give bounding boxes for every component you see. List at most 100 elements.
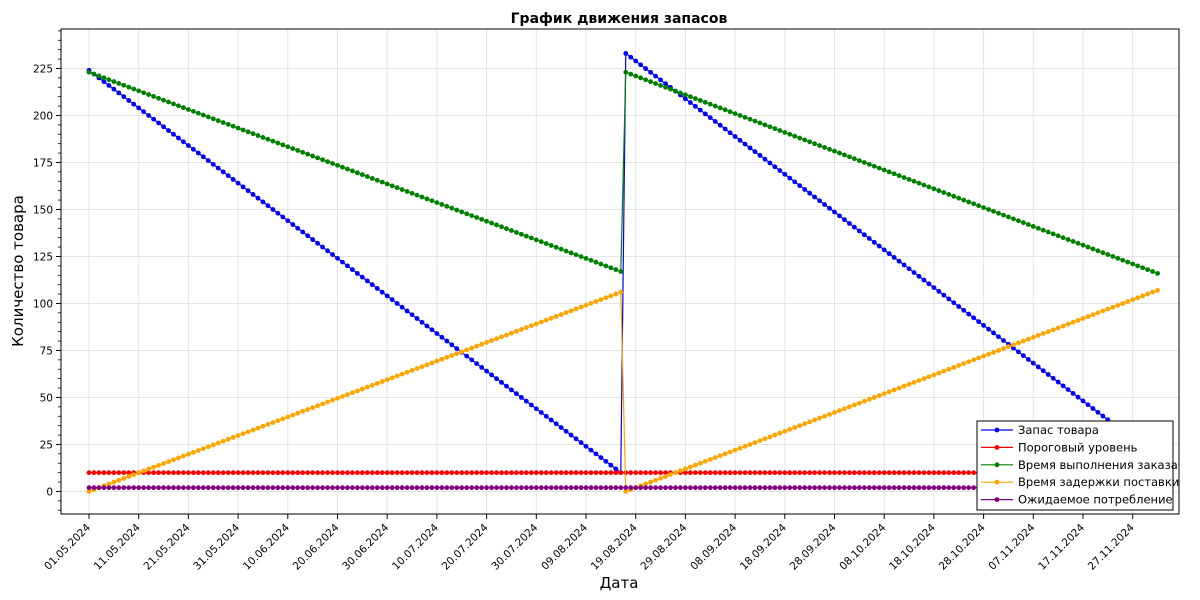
data-point <box>186 485 191 491</box>
data-point <box>772 164 778 170</box>
data-point <box>593 259 599 265</box>
data-point <box>901 262 907 268</box>
data-point <box>464 470 470 476</box>
data-point <box>379 379 385 384</box>
data-point <box>166 128 171 133</box>
data-point <box>618 485 624 491</box>
data-point <box>171 131 176 137</box>
data-point <box>1050 375 1056 381</box>
data-point <box>767 470 773 476</box>
data-point <box>797 423 803 429</box>
data-point <box>752 485 758 491</box>
data-point <box>971 315 977 321</box>
data-point <box>300 229 306 235</box>
y-tick-label: 100 <box>33 298 53 310</box>
series <box>86 51 1160 476</box>
y-tick-label: 225 <box>33 63 53 75</box>
data-point <box>638 470 644 476</box>
data-point <box>126 84 132 90</box>
data-point <box>1020 220 1026 226</box>
data-point <box>578 304 584 310</box>
data-point <box>514 391 519 397</box>
data-point <box>389 375 395 381</box>
data-point <box>210 485 216 491</box>
data-point <box>633 485 639 491</box>
data-point <box>136 485 142 491</box>
data-point <box>116 485 122 491</box>
data-point <box>856 400 862 406</box>
data-point <box>787 175 793 181</box>
data-point <box>727 470 733 476</box>
data-point <box>1125 259 1131 265</box>
data-point <box>106 485 112 491</box>
data-point <box>946 296 952 302</box>
data-point <box>578 470 584 476</box>
x-axis-label: Дата <box>600 574 639 592</box>
data-point <box>345 392 350 397</box>
data-point <box>802 421 808 427</box>
data-point <box>126 485 132 491</box>
data-point <box>931 485 937 491</box>
data-point <box>1035 333 1041 338</box>
data-point <box>1145 267 1151 273</box>
data-point <box>797 470 803 476</box>
data-point <box>598 261 604 267</box>
data-point <box>842 485 847 491</box>
legend-swatch-marker <box>994 445 1000 450</box>
data-point <box>205 158 211 163</box>
data-point <box>429 360 435 366</box>
data-point <box>190 108 196 114</box>
data-point <box>638 485 644 491</box>
data-point <box>384 377 390 383</box>
data-point <box>797 135 803 141</box>
data-point <box>255 485 261 491</box>
data-point <box>469 345 475 351</box>
data-point <box>1155 270 1160 276</box>
data-point <box>290 222 296 227</box>
data-point <box>663 470 668 476</box>
data-point <box>1015 349 1021 355</box>
data-point <box>533 406 539 412</box>
data-point <box>847 485 852 491</box>
data-point <box>335 255 340 261</box>
data-point <box>459 470 465 476</box>
data-point <box>325 470 330 476</box>
data-point <box>369 382 375 388</box>
data-point <box>981 353 986 359</box>
data-point <box>439 334 445 340</box>
data-point <box>722 451 728 457</box>
data-point <box>966 311 972 317</box>
data-point <box>891 485 897 491</box>
data-point <box>270 485 276 491</box>
data-point <box>1055 379 1061 385</box>
data-point <box>553 244 559 250</box>
data-point <box>518 231 524 237</box>
data-point <box>514 470 519 476</box>
data-point <box>518 485 524 491</box>
data-point <box>1070 319 1076 325</box>
data-point <box>300 470 306 476</box>
data-point <box>518 327 524 332</box>
data-point <box>951 300 957 306</box>
data-point <box>240 485 246 491</box>
data-point <box>812 141 818 147</box>
data-point <box>692 96 698 101</box>
data-point <box>1065 387 1071 393</box>
data-point <box>1140 265 1146 271</box>
data-point <box>608 265 614 271</box>
data-point <box>548 243 554 248</box>
data-point <box>354 270 360 276</box>
data-point <box>916 378 922 383</box>
data-point <box>663 474 668 479</box>
data-point <box>712 470 718 476</box>
data-point <box>300 485 306 491</box>
data-point <box>449 353 455 358</box>
data-point <box>96 485 102 491</box>
data-point <box>603 295 609 301</box>
data-point <box>603 458 609 464</box>
data-point <box>583 470 589 476</box>
data-point <box>1011 342 1016 348</box>
data-point <box>414 366 420 371</box>
data-point <box>449 342 455 348</box>
data-point <box>523 470 529 476</box>
